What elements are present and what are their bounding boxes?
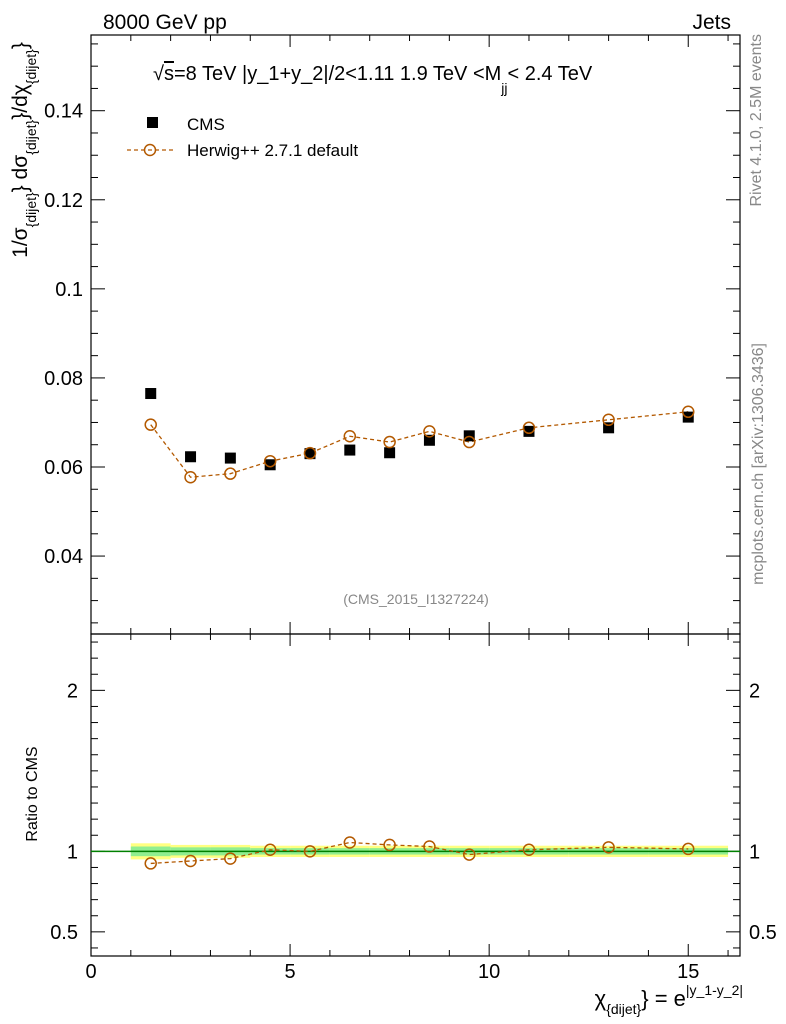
cms-point	[423, 434, 435, 446]
herwig-point	[144, 418, 157, 431]
ylabel-mid1: } dσ	[9, 155, 32, 193]
legend-cms-label: CMS	[187, 115, 225, 134]
ratio-herwig-point	[343, 836, 357, 849]
title-main: =8 TeV |y_1+y_2|/2<1.11 1.9 TeV <M	[174, 63, 501, 85]
cms-point	[344, 444, 356, 456]
title-tail: < 2.4 TeV	[508, 63, 593, 85]
header-right: Jets	[692, 11, 731, 34]
y-tick-label: 0.08	[44, 368, 83, 390]
ratio-herwig-point	[602, 841, 615, 854]
herwig-point	[602, 413, 615, 427]
xlabel-chi-sub: {dijet}	[606, 1001, 641, 1017]
ratio-herwig-point	[224, 852, 237, 865]
y-tick-label: 0.14	[44, 101, 83, 123]
ratio-tick-label-right: 1	[749, 841, 760, 863]
herwig-line	[150, 411, 689, 478]
main-ylabel: 1/σ{dijet}} dσ{dijet}}/dχ{dijet}}	[9, 42, 39, 258]
ratio-panel-frame	[90, 633, 741, 957]
cms-point	[224, 452, 236, 464]
ylabel-sub2: {dijet}	[23, 119, 39, 154]
y-tick-label: 0.04	[44, 546, 83, 568]
ratio-tick-label-right: 2	[749, 680, 760, 702]
ratio-tick-label-right: 0.5	[749, 922, 777, 944]
herwig-point	[522, 421, 536, 435]
ratio-herwig-point	[184, 854, 197, 868]
legend-herwig-label: Herwig++ 2.7.1 default	[187, 141, 358, 160]
cms-point	[185, 451, 197, 463]
ratio-herwig-point	[681, 842, 695, 856]
ratio-herwig-point	[144, 857, 157, 870]
herwig-point	[184, 470, 197, 484]
herwig-point	[303, 446, 317, 460]
ratio-tick-label-left: 2	[67, 680, 78, 702]
y-tick-label: 0.06	[44, 457, 83, 479]
cms-point	[264, 459, 276, 471]
cms-point	[145, 388, 157, 400]
title-sqrt: √	[153, 63, 164, 85]
x-tick-label: 15	[677, 961, 699, 983]
x-tick-label: 5	[285, 961, 296, 983]
herwig-point	[343, 430, 357, 443]
axis-ticks	[90, 35, 740, 956]
plot-title: √s=8 TeV |y_1+y_2|/2<1.11 1.9 TeV <Mjj< …	[153, 63, 593, 96]
rivet-label: Rivet 4.1.0, 2.5M events	[748, 34, 765, 207]
analysis-watermark: (CMS_2015_I1327224)	[343, 591, 489, 607]
herwig-point	[383, 435, 396, 449]
cms-point	[603, 422, 615, 434]
ratio-tick-label-left: 0.5	[50, 922, 78, 944]
xlabel-chi: χ	[595, 986, 607, 1011]
ratio-herwig-point	[522, 843, 536, 856]
cms-point	[304, 448, 316, 460]
cms-point	[523, 425, 535, 437]
ylabel-end: }	[9, 42, 32, 49]
herwig-point	[263, 454, 277, 468]
x-tick-label: 0	[85, 961, 96, 983]
ratio-tick-label-left: 1	[67, 841, 78, 863]
y-tick-label: 0.1	[55, 279, 83, 301]
xlabel-eq: } = e	[641, 986, 686, 1011]
ylabel-sub1: {dijet}	[23, 192, 39, 227]
legend-cms-marker	[147, 117, 158, 128]
ylabel-pre: 1/σ	[9, 227, 32, 258]
xlabel-exp: |y_1-y_2|	[686, 982, 743, 998]
y-tick-label: 0.12	[44, 190, 83, 212]
herwig-point	[224, 467, 237, 480]
title-sub: jj	[500, 80, 507, 96]
ratio-ylabel: Ratio to CMS	[24, 746, 41, 841]
ylabel-mid2: }/dχ	[9, 84, 32, 120]
ratio-herwig-point	[263, 843, 277, 856]
series-marks	[144, 388, 695, 870]
x-tick-label: 10	[478, 961, 500, 983]
ratio-herwig-point	[303, 845, 317, 858]
xlabel: χ{dijet}} = e|y_1-y_2|	[595, 982, 743, 1017]
title-s: s	[164, 63, 174, 85]
header-left: 8000 GeV pp	[103, 11, 227, 34]
tick-labels: 0 5 10 15 0.04 0.06 0.08 0.1 0.12 0.14 0.5 0.5 1 1 2 2	[44, 101, 777, 983]
ratio-herwig-point	[423, 840, 436, 853]
ratio-herwig-point	[463, 848, 476, 861]
ratio-herwig-point	[383, 838, 396, 852]
ylabel-sub3: {dijet}	[23, 49, 39, 84]
herwig-point	[681, 405, 695, 419]
herwig-point	[423, 425, 436, 438]
ratio-herwig-line	[150, 841, 689, 865]
mcplots-label: mcplots.cern.ch [arXiv:1306.3436]	[750, 343, 767, 585]
herwig-point	[463, 435, 476, 449]
legend-herwig-marker	[143, 143, 157, 157]
cms-point	[384, 447, 396, 459]
